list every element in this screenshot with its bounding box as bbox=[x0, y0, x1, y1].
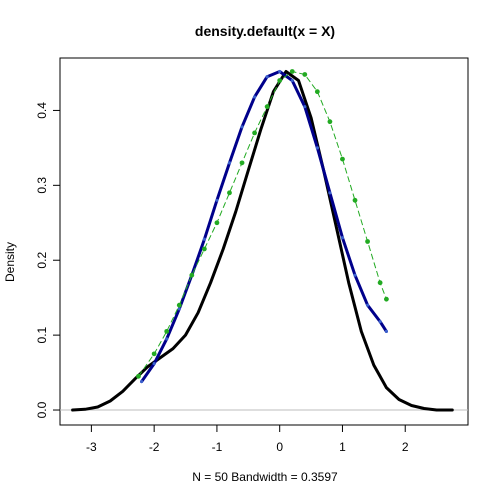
blue-point bbox=[353, 273, 357, 277]
blue-point bbox=[202, 237, 206, 241]
series-layer bbox=[71, 69, 454, 412]
chart-title: density.default(x = X) bbox=[195, 23, 335, 39]
blue-point bbox=[290, 78, 294, 83]
x-tick-label: -3 bbox=[86, 440, 97, 454]
blue-point bbox=[265, 75, 269, 79]
y-axis-label: Density bbox=[3, 242, 17, 282]
green-point bbox=[365, 239, 370, 244]
green-point bbox=[314, 89, 320, 95]
blue-point bbox=[165, 337, 169, 341]
x-tick-label: -1 bbox=[212, 440, 223, 454]
y-tick-label: 0.0 bbox=[35, 401, 49, 418]
blue-point bbox=[227, 161, 232, 165]
x-tick-label: -2 bbox=[149, 440, 160, 454]
blue-point bbox=[378, 320, 382, 324]
axis-layer: -3 -2 -1 0 1 2 0.0 0.1 0.2 0.3 0.4 bbox=[35, 102, 409, 454]
x-tick-label: 1 bbox=[339, 440, 346, 454]
blue-point bbox=[252, 95, 257, 99]
green-point bbox=[340, 156, 345, 162]
green-point bbox=[302, 72, 308, 77]
blue-point bbox=[328, 191, 332, 195]
y-tick-label: 0.4 bbox=[35, 102, 49, 119]
blue-point bbox=[303, 105, 307, 109]
green-point bbox=[201, 246, 207, 252]
green-point bbox=[252, 130, 257, 136]
blue-point bbox=[240, 125, 244, 129]
green-point bbox=[214, 220, 220, 226]
green-point bbox=[189, 272, 195, 278]
x-tick-label: 2 bbox=[402, 440, 409, 454]
green-point bbox=[289, 69, 295, 74]
blue-point bbox=[152, 361, 156, 366]
y-tick-label: 0.2 bbox=[35, 252, 49, 269]
green-point bbox=[151, 351, 157, 357]
green-point bbox=[352, 197, 358, 203]
blue-point bbox=[384, 329, 388, 333]
density-line-black bbox=[71, 70, 454, 412]
blue-point bbox=[315, 146, 319, 150]
green-point bbox=[227, 190, 232, 196]
blue-point bbox=[140, 379, 144, 384]
green-point bbox=[264, 104, 270, 110]
blue-point bbox=[215, 198, 219, 202]
x-axis-label: N = 50 Bandwidth = 0.3597 bbox=[192, 470, 338, 484]
green-point bbox=[327, 119, 333, 125]
blue-point bbox=[340, 236, 345, 240]
blue-point bbox=[278, 69, 282, 74]
plot-frame bbox=[59, 57, 469, 426]
green-point bbox=[176, 302, 182, 308]
green-point bbox=[384, 296, 389, 302]
green-point bbox=[277, 78, 283, 83]
green-point bbox=[377, 280, 383, 286]
blue-point bbox=[365, 303, 370, 307]
green-point bbox=[239, 160, 245, 166]
blue-point bbox=[177, 307, 181, 311]
y-tick-label: 0.1 bbox=[35, 326, 49, 343]
green-point bbox=[164, 328, 170, 334]
green-point bbox=[136, 373, 141, 379]
y-tick-label: 0.3 bbox=[35, 177, 49, 194]
x-tick-label: 0 bbox=[276, 440, 283, 454]
density-line-green bbox=[138, 70, 387, 377]
